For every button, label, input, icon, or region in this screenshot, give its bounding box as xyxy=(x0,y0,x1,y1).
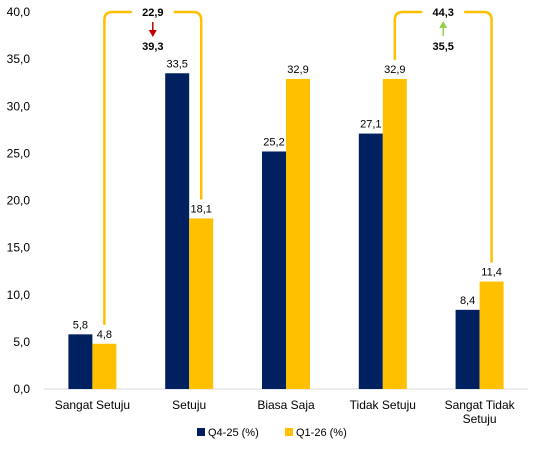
x-tick-label: Setuju xyxy=(172,398,206,412)
y-tick-label: 35,0 xyxy=(7,52,31,66)
y-tick-label: 5,0 xyxy=(13,335,30,349)
x-tick-label: Sangat Tidak xyxy=(445,398,516,412)
data-label: 11,4 xyxy=(481,267,502,279)
y-tick-label: 25,0 xyxy=(7,146,31,160)
annotation-layer: 22,9 39,3 44,3 35,5 xyxy=(103,7,493,326)
y-tick-label: 0,0 xyxy=(13,382,30,396)
bar-q4-25 xyxy=(358,133,383,389)
legend-label: Q1-26 (%) xyxy=(296,427,347,439)
data-label: 32,9 xyxy=(384,64,405,76)
bracket-right-arm xyxy=(173,10,203,200)
arrow-up-icon xyxy=(439,21,448,28)
bars-layer: 5,8 4,8 33,5 18,1 25,2 32,9 27,1 32,9 8,4 11,4 xyxy=(68,58,504,389)
data-label: 8,4 xyxy=(460,295,475,307)
legend-label: Q4-25 (%) xyxy=(208,427,259,439)
annotation-top-value: 44,3 xyxy=(432,7,453,19)
axis-layer: 0,0 5,0 10,0 15,0 20,0 25,0 30,0 35,0 40,0 Sangat… xyxy=(7,5,528,426)
arrow-down-icon xyxy=(148,30,157,37)
y-tick-label: 30,0 xyxy=(7,99,31,113)
bracket-left-arm xyxy=(103,10,133,326)
data-label: 4,8 xyxy=(97,329,112,341)
bar-q1-26 xyxy=(92,343,117,389)
data-label: 5,8 xyxy=(73,319,88,331)
data-label: 27,1 xyxy=(360,119,381,131)
legend-swatch xyxy=(197,428,205,436)
bar-q4-25 xyxy=(68,334,93,389)
bar-q1-26 xyxy=(382,78,407,389)
bracket-right-arm xyxy=(463,10,493,263)
data-label: 32,9 xyxy=(287,64,308,76)
bar-q1-26 xyxy=(189,218,214,389)
y-tick-label: 10,0 xyxy=(7,288,31,302)
annotation-top-value: 22,9 xyxy=(142,7,163,19)
annotation-bottom-value: 35,5 xyxy=(432,41,453,53)
legend: Q4-25 (%) Q1-26 (%) xyxy=(197,427,347,439)
x-tick-label: Setuju xyxy=(463,412,497,426)
bar-q4-25 xyxy=(165,73,190,389)
bar-q4-25 xyxy=(455,309,480,389)
annotation-bottom-value: 39,3 xyxy=(142,41,163,53)
x-tick-label: Sangat Setuju xyxy=(55,398,130,412)
bar-q4-25 xyxy=(262,151,286,389)
bar-q1-26 xyxy=(286,78,310,389)
bracket-left-arm xyxy=(393,10,423,61)
y-tick-label: 15,0 xyxy=(7,241,31,255)
y-tick-label: 20,0 xyxy=(7,194,31,208)
bar-q1-26 xyxy=(479,281,504,389)
y-tick-label: 40,0 xyxy=(7,5,31,19)
data-label: 18,1 xyxy=(190,203,211,215)
data-label: 33,5 xyxy=(166,58,187,70)
x-tick-label: Biasa Saja xyxy=(257,398,315,412)
data-label: 25,2 xyxy=(263,136,284,148)
legend-swatch xyxy=(285,428,293,436)
x-tick-label: Tidak Setuju xyxy=(350,398,416,412)
